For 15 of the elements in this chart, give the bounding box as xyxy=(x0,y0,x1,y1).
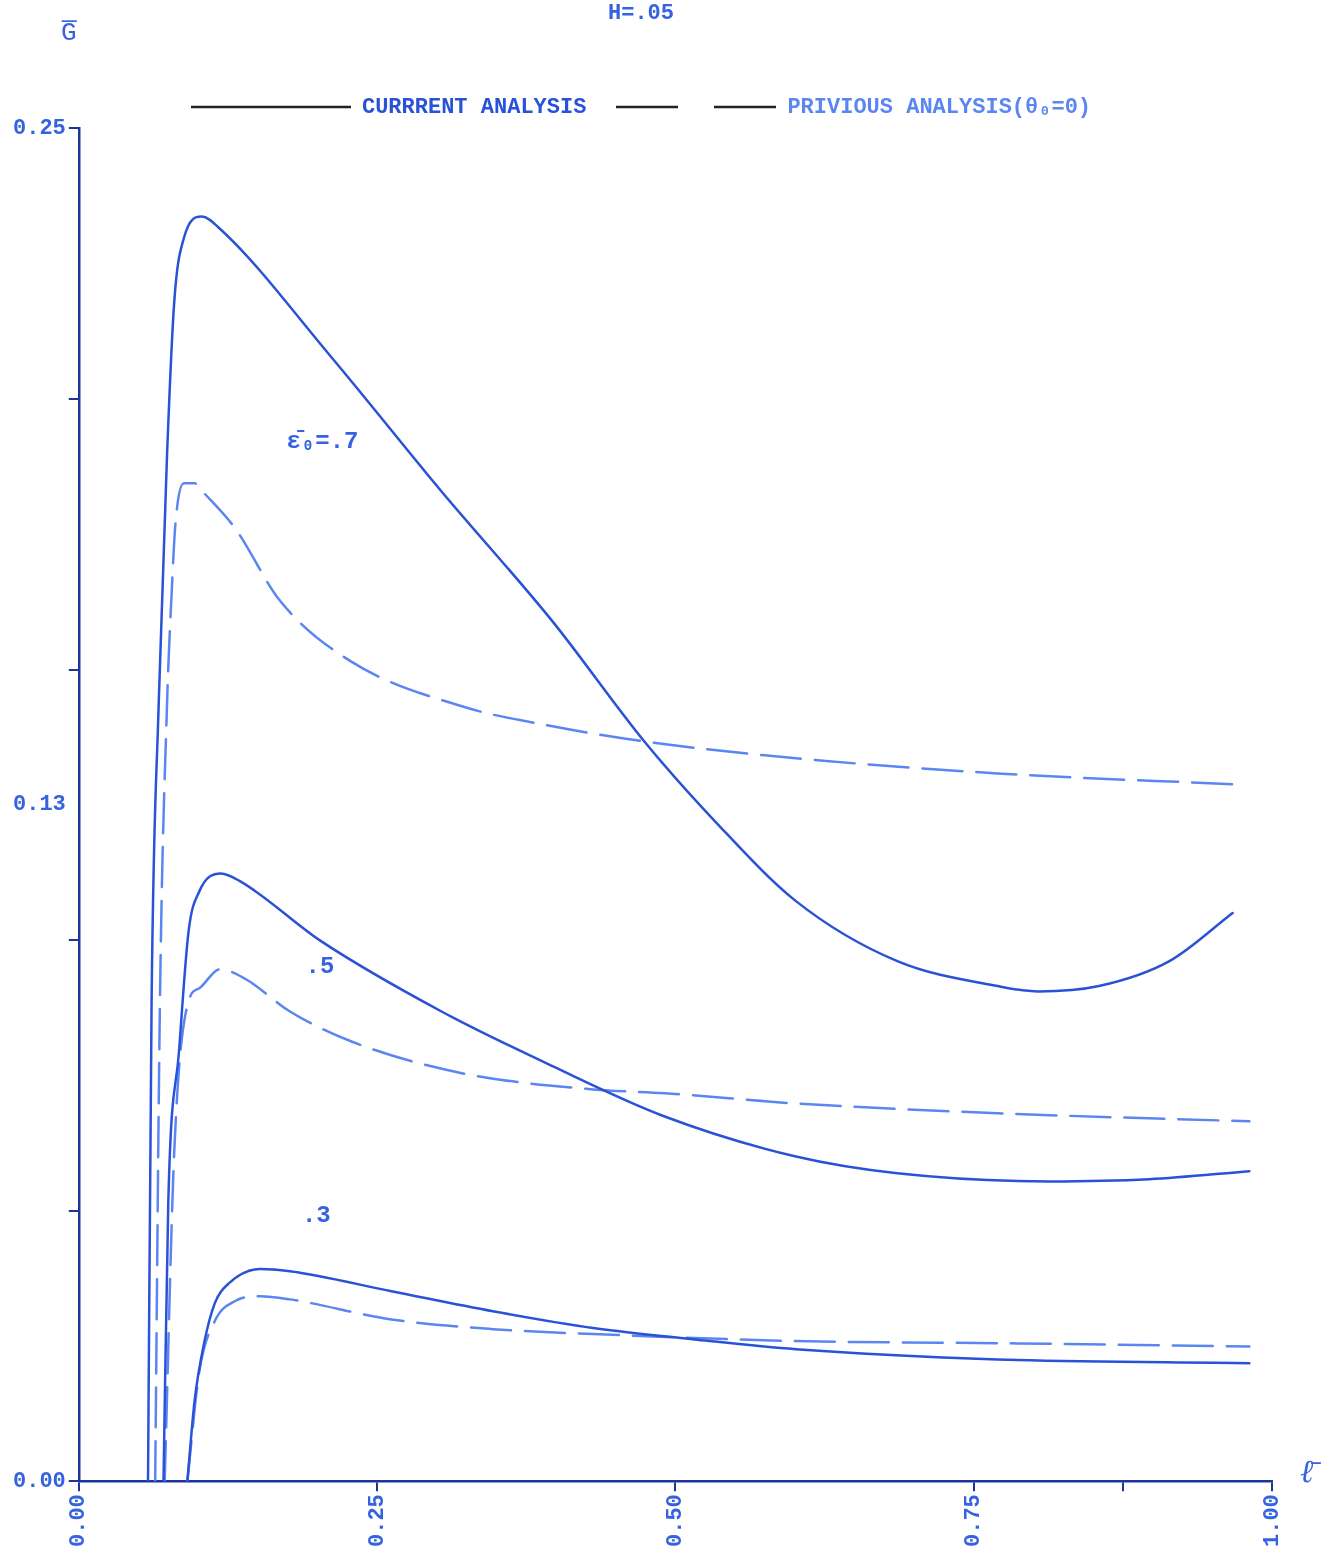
annotation: .3 xyxy=(301,1202,331,1230)
x-tick-label: 1.00 xyxy=(1259,1494,1285,1547)
x-tick-label: 0.75 xyxy=(961,1494,987,1547)
annotation: .5 xyxy=(305,953,335,981)
x-tick-label: 0.25 xyxy=(364,1494,390,1547)
text: CURRRENT ANALYSIS xyxy=(361,94,587,120)
x-tick-label: 0.50 xyxy=(662,1494,688,1547)
text: PRIVIOUS ANALYSIS(θ₀=0) xyxy=(787,94,1092,120)
y-tick-label: 0.13 xyxy=(13,792,66,818)
y-tick-label: 0.25 xyxy=(13,115,66,141)
chart-title: H=.05 xyxy=(607,0,675,26)
x-axis-title: ℓ̄ xyxy=(1300,1451,1322,1490)
y-tick-label: 0.00 xyxy=(13,1468,66,1494)
annotation: ε̄₀=.7 xyxy=(286,428,359,456)
y-axis-title: G̅ xyxy=(61,18,78,49)
